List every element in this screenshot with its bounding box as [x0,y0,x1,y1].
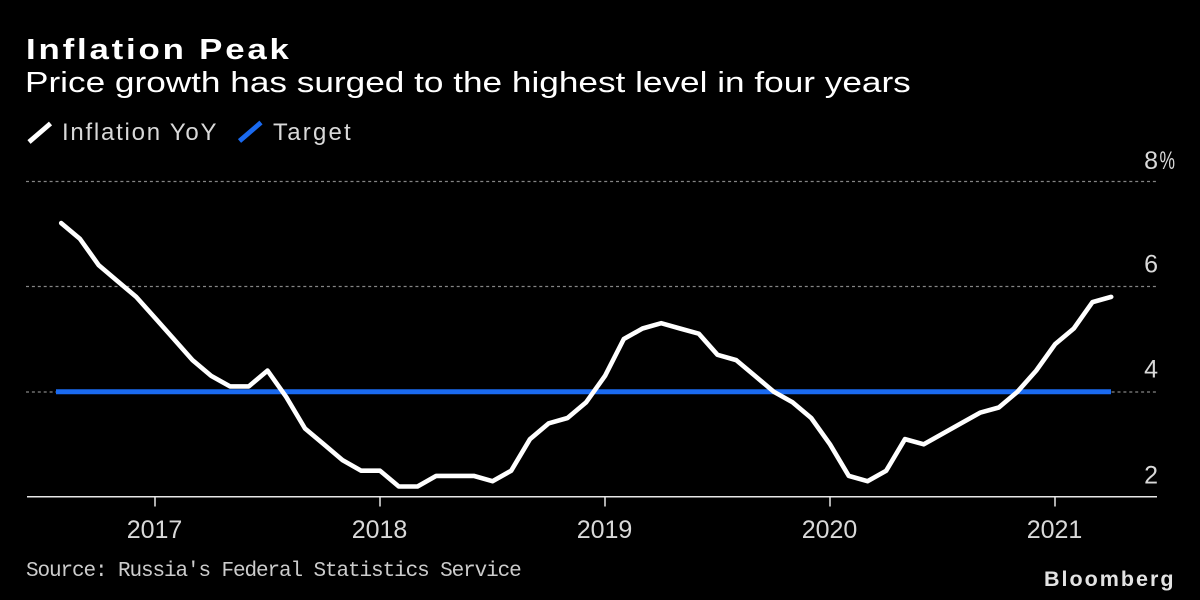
svg-text:2018: 2018 [352,516,408,544]
svg-text:2020: 2020 [802,516,858,544]
svg-text:2: 2 [1144,462,1158,490]
svg-text:2019: 2019 [577,516,633,544]
svg-text:2021: 2021 [1027,516,1083,544]
svg-text:%: % [1160,147,1176,175]
svg-text:8: 8 [1144,147,1158,175]
svg-text:4: 4 [1144,356,1158,384]
svg-text:6: 6 [1144,251,1158,279]
svg-text:2017: 2017 [127,516,183,544]
